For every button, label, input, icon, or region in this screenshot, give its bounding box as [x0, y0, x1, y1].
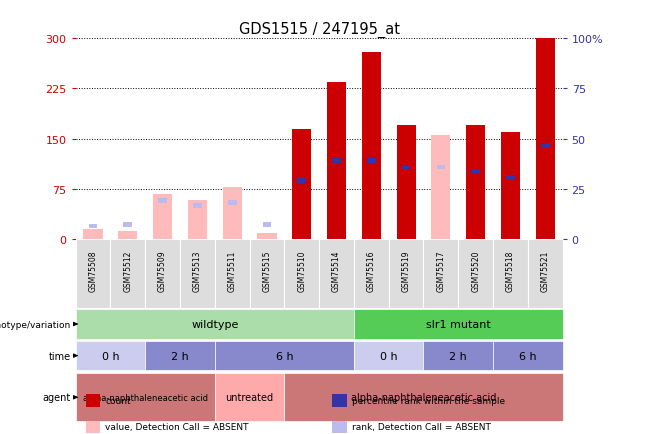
- Text: GSM75519: GSM75519: [401, 250, 411, 291]
- Bar: [76, 374, 215, 421]
- Bar: [541, 144, 549, 148]
- Bar: [180, 240, 215, 309]
- Bar: [145, 240, 180, 309]
- Bar: [76, 240, 111, 309]
- Bar: [332, 395, 347, 407]
- Bar: [424, 341, 493, 370]
- Bar: [111, 240, 145, 309]
- Text: 0 h: 0 h: [101, 351, 119, 361]
- Text: 2 h: 2 h: [171, 351, 189, 361]
- Bar: [86, 395, 100, 407]
- Bar: [493, 341, 563, 370]
- Text: untreated: untreated: [226, 392, 274, 402]
- Bar: [493, 240, 528, 309]
- Bar: [193, 204, 202, 209]
- Bar: [284, 374, 563, 421]
- Bar: [501, 133, 520, 240]
- Text: slr1 mutant: slr1 mutant: [426, 319, 491, 329]
- Text: GSM75516: GSM75516: [367, 250, 376, 291]
- Bar: [76, 341, 145, 370]
- Bar: [332, 421, 347, 433]
- Bar: [354, 240, 389, 309]
- Bar: [86, 421, 100, 433]
- Bar: [362, 53, 381, 240]
- Text: value, Detection Call = ABSENT: value, Detection Call = ABSENT: [105, 422, 249, 431]
- Text: agent: agent: [43, 392, 71, 402]
- Bar: [506, 176, 515, 181]
- Bar: [536, 39, 555, 240]
- Bar: [153, 194, 172, 240]
- Bar: [76, 310, 354, 339]
- Bar: [389, 240, 424, 309]
- Title: GDS1515 / 247195_at: GDS1515 / 247195_at: [239, 22, 399, 38]
- Bar: [397, 126, 416, 240]
- Bar: [215, 341, 354, 370]
- Bar: [327, 82, 346, 240]
- Bar: [528, 240, 563, 309]
- Text: alpha-naphthaleneacetic acid: alpha-naphthaleneacetic acid: [351, 392, 496, 402]
- Text: GSM75517: GSM75517: [436, 250, 445, 291]
- Bar: [292, 129, 311, 240]
- Bar: [471, 169, 480, 174]
- Bar: [263, 223, 271, 227]
- Bar: [284, 240, 319, 309]
- Bar: [424, 240, 458, 309]
- Text: 2 h: 2 h: [449, 351, 467, 361]
- Bar: [402, 165, 411, 170]
- Text: GSM75515: GSM75515: [263, 250, 272, 291]
- Bar: [249, 240, 284, 309]
- Bar: [215, 374, 284, 421]
- Bar: [257, 233, 276, 240]
- Bar: [466, 126, 485, 240]
- Bar: [319, 240, 354, 309]
- Bar: [458, 240, 493, 309]
- Bar: [145, 341, 215, 370]
- Text: rank, Detection Call = ABSENT: rank, Detection Call = ABSENT: [352, 422, 491, 431]
- Text: GSM75520: GSM75520: [471, 250, 480, 291]
- Bar: [159, 199, 167, 203]
- Bar: [228, 201, 236, 205]
- Text: GSM75512: GSM75512: [123, 250, 132, 291]
- Bar: [367, 158, 376, 163]
- Bar: [215, 240, 249, 309]
- Bar: [89, 224, 97, 229]
- Text: alpha-naphthaleneacetic acid: alpha-naphthaleneacetic acid: [83, 393, 208, 402]
- Text: 0 h: 0 h: [380, 351, 397, 361]
- Text: count: count: [105, 396, 131, 405]
- Bar: [118, 232, 138, 240]
- Bar: [188, 201, 207, 240]
- Text: GSM75509: GSM75509: [158, 250, 167, 292]
- Bar: [354, 310, 563, 339]
- Text: GSM75508: GSM75508: [89, 250, 97, 291]
- Bar: [436, 165, 445, 170]
- Text: GSM75518: GSM75518: [506, 250, 515, 291]
- Bar: [332, 158, 341, 163]
- Text: time: time: [49, 351, 71, 361]
- Bar: [297, 178, 306, 183]
- Bar: [222, 187, 241, 240]
- Text: GSM75514: GSM75514: [332, 250, 341, 291]
- Text: 6 h: 6 h: [519, 351, 537, 361]
- Text: wildtype: wildtype: [191, 319, 238, 329]
- Text: GSM75521: GSM75521: [541, 250, 549, 291]
- Bar: [431, 136, 451, 240]
- Text: GSM75513: GSM75513: [193, 250, 202, 291]
- Text: percentile rank within the sample: percentile rank within the sample: [352, 396, 505, 405]
- Text: genotype/variation: genotype/variation: [0, 320, 71, 329]
- Text: GSM75510: GSM75510: [297, 250, 306, 291]
- Bar: [124, 223, 132, 227]
- Text: GSM75511: GSM75511: [228, 250, 237, 291]
- Bar: [84, 230, 103, 240]
- Bar: [354, 341, 424, 370]
- Text: 6 h: 6 h: [276, 351, 293, 361]
